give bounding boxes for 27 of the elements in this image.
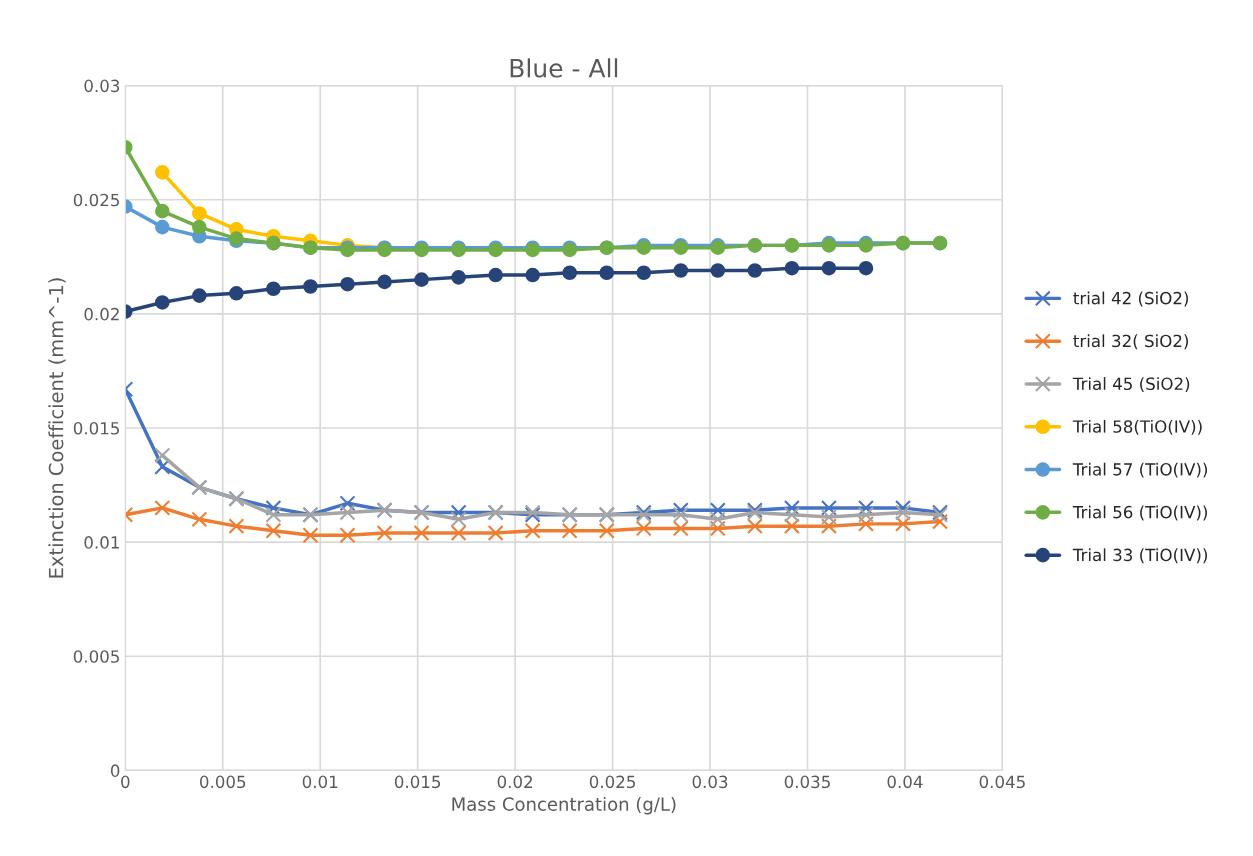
y-axis-title: Extinction Coefficient (mm^-1) [48,278,66,578]
x-tick-label: 0.005 [200,775,246,789]
chart-title: Blue - All [510,58,618,78]
x-tick-label: 0.035 [784,775,830,789]
legend-label: Trial 57 (TiO(IV)) [1072,462,1207,478]
x-tick-label: 0.02 [497,775,533,789]
y-tick-label: 0.005 [73,650,119,663]
y-tick-label: 0.02 [84,307,119,321]
x-tick-label: 0.025 [589,775,635,789]
x-axis-title: Mass Concentration (g/L) [452,796,676,815]
legend-label: trial 32( SiO2) [1073,334,1189,350]
legend-label: Trial 33 (TiO(IV)) [1072,548,1207,564]
legend-label: Trial 45 (SiO2) [1072,377,1190,392]
legend-label: Trial 56 (TiO(IV)) [1072,505,1207,521]
legend-label: Trial 58(TiO(IV)) [1072,419,1202,435]
x-tick-label: 0.045 [979,775,1025,789]
x-tick-label: 0.015 [394,775,441,789]
x-tick-label: 0.01 [302,775,338,789]
y-tick-label: 0.01 [84,536,119,549]
y-tick-label: 0.03 [84,79,120,93]
x-tick-label: 0.04 [887,775,923,789]
y-tick-label: 0.015 [73,421,119,435]
x-tick-label: 0.03 [692,775,728,789]
y-tick-label: 0 [110,764,120,777]
y-tick-label: 0.025 [73,193,119,207]
x-tick-label: 0 [121,775,130,789]
legend-label: trial 42 (SiO2) [1073,291,1189,307]
